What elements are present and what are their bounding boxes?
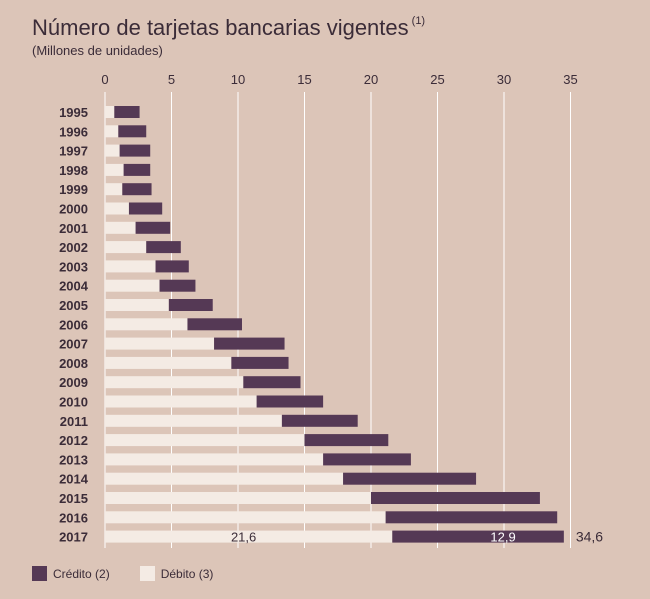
x-tick-label: 5 <box>168 72 175 87</box>
debito-bar <box>105 453 324 466</box>
year-label: 1997 <box>59 144 88 159</box>
credito-bar <box>155 260 189 273</box>
year-label: 2015 <box>59 491 88 506</box>
credito-bar <box>118 125 147 138</box>
debito-bar <box>105 511 386 524</box>
credito-bar <box>123 163 151 176</box>
credito-bar <box>343 472 477 485</box>
debito-bar <box>105 472 344 485</box>
credito-bar <box>371 492 540 504</box>
year-label: 2007 <box>59 337 88 352</box>
debito-bar <box>105 356 232 369</box>
year-label: 2009 <box>59 375 88 390</box>
debito-bar <box>105 260 156 273</box>
debito-bar <box>105 318 188 331</box>
year-label: 2008 <box>59 356 88 371</box>
debito-bar <box>105 202 129 215</box>
year-label: 2010 <box>59 395 88 410</box>
debito-bar <box>105 279 160 292</box>
credito-bar <box>323 453 411 466</box>
year-label: 2003 <box>59 259 88 274</box>
year-label: 2005 <box>59 298 88 313</box>
debito-bar <box>105 376 244 389</box>
credito-bar <box>159 279 196 292</box>
year-label: 2017 <box>59 530 88 545</box>
debito-bar <box>105 492 371 504</box>
credito-bar <box>385 511 558 524</box>
chart-subtitle: (Millones de unidades) <box>32 43 163 58</box>
credito-bar <box>135 221 171 234</box>
x-tick-label: 35 <box>563 72 577 87</box>
x-tick-label: 25 <box>430 72 444 87</box>
year-label: 2002 <box>59 240 88 255</box>
debito-bar <box>105 414 282 427</box>
credito-bar <box>256 395 324 408</box>
legend-swatch-credito <box>32 566 47 581</box>
year-label: 2013 <box>59 452 88 467</box>
credito-bar <box>168 299 213 311</box>
year-label: 2006 <box>59 317 88 332</box>
year-label: 1995 <box>59 105 88 120</box>
legend: Crédito (2) Débito (3) <box>32 566 233 581</box>
legend-swatch-debito <box>139 566 155 581</box>
credito-bar <box>304 434 389 447</box>
credito-bar <box>122 183 152 196</box>
year-label: 1996 <box>59 124 88 139</box>
credito-bar <box>231 356 289 369</box>
debito-bar <box>105 395 257 408</box>
debito-2017-label: 21,6 <box>231 530 256 545</box>
credito-bar <box>128 202 163 215</box>
year-label: 2011 <box>60 414 88 429</box>
debito-bar <box>105 125 119 138</box>
debito-bar <box>105 163 124 176</box>
credito-bar <box>243 376 301 389</box>
year-label: 1999 <box>59 182 88 197</box>
year-label: 2016 <box>59 510 88 525</box>
debito-bar <box>105 221 136 234</box>
legend-item-debito: Débito (3) <box>139 566 214 581</box>
x-tick-label: 10 <box>231 72 245 87</box>
total-2017-label: 34,6 <box>576 529 603 545</box>
debito-bar <box>105 337 215 350</box>
debito-bar <box>105 299 169 311</box>
legend-item-credito: Crédito (2) <box>32 566 110 581</box>
x-tick-label: 20 <box>364 72 378 87</box>
debito-bar <box>105 530 393 543</box>
year-label: 2004 <box>59 279 89 294</box>
credito-bar <box>392 530 564 543</box>
chart-title: Número de tarjetas bancarias vigentes (1) <box>32 14 426 40</box>
credito-bar <box>281 414 358 427</box>
credito-2017-label: 12,9 <box>490 530 515 545</box>
year-label: 1998 <box>59 163 88 178</box>
year-label: 2012 <box>59 433 88 448</box>
credito-bar <box>187 318 242 331</box>
debito-bar <box>105 434 305 447</box>
x-tick-label: 0 <box>101 72 108 87</box>
legend-label-credito: Crédito (2) <box>53 566 110 581</box>
legend-label-debito: Débito (3) <box>160 566 214 581</box>
debito-bar <box>105 241 147 254</box>
debito-bar <box>105 106 115 118</box>
year-label: 2014 <box>59 472 89 487</box>
credito-bar <box>146 241 181 254</box>
x-tick-label: 15 <box>297 72 311 87</box>
debito-bar <box>105 144 120 157</box>
debito-bar <box>105 183 123 196</box>
year-label: 2001 <box>59 221 88 236</box>
title-footnote: (1) <box>411 14 426 27</box>
credito-bar <box>114 106 140 118</box>
bar-chart: 0 5 10 15 20 25 30 35 1995 1996 1997 1998 1999 2000 20… <box>59 72 603 548</box>
credito-bar <box>214 337 285 350</box>
credito-bar <box>119 144 151 157</box>
x-tick-label: 30 <box>497 72 511 87</box>
year-label: 2000 <box>59 202 88 217</box>
